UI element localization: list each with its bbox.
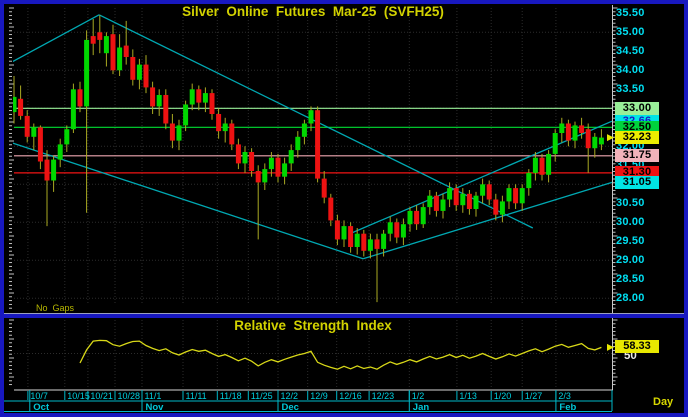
price-highlight-badge: 31.75 bbox=[615, 149, 659, 163]
date-tick-label: 12/23 bbox=[371, 391, 395, 401]
date-tick-label: 12/2 bbox=[280, 391, 299, 401]
date-tick-label: 11/1 bbox=[144, 391, 162, 401]
rsi-title: Relative Strength Index bbox=[234, 318, 392, 333]
date-tick-label: 2/3 bbox=[558, 391, 571, 401]
date-tick-label: 12/16 bbox=[339, 391, 362, 401]
date-tick-label: 11/11 bbox=[185, 391, 207, 401]
price-tick-label: 33.50 bbox=[616, 83, 645, 96]
date-tick-label: 1/13 bbox=[459, 391, 477, 401]
price-tick-label: 28.00 bbox=[616, 292, 645, 305]
month-label: Jan bbox=[412, 402, 430, 413]
month-label: Feb bbox=[559, 402, 577, 413]
price-tick-label: 29.00 bbox=[616, 254, 645, 267]
price-highlight-badge: 31.05 bbox=[615, 175, 659, 189]
price-highlight-badge: 32.50 bbox=[615, 120, 659, 134]
date-tick-label: 1/20 bbox=[493, 391, 512, 401]
price-highlight-badge: 33.00 bbox=[615, 101, 659, 115]
no-gaps-label: No Gaps bbox=[36, 303, 75, 313]
date-tick-label: 11/25 bbox=[250, 391, 273, 401]
price-tick-label: 30.50 bbox=[616, 197, 645, 210]
price-tick-label: 35.50 bbox=[616, 7, 645, 20]
date-tick-label: 1/2 bbox=[411, 391, 425, 401]
date-tick-label: 10/28 bbox=[117, 391, 141, 401]
date-tick-label: 12/9 bbox=[310, 391, 328, 401]
date-tick-label: 10/21 bbox=[90, 391, 113, 401]
month-label: Dec bbox=[281, 402, 299, 413]
price-tick-label: 30.00 bbox=[616, 216, 645, 229]
price-tick-label: 28.50 bbox=[616, 273, 645, 286]
price-tick-label: 29.50 bbox=[616, 235, 645, 248]
rsi-last-value-badge: 58.33 bbox=[615, 340, 659, 353]
date-tick-label: 11/18 bbox=[219, 391, 242, 401]
price-highlight-badge: 32.23 bbox=[615, 131, 659, 145]
rsi-mid-label: 50 bbox=[624, 350, 637, 362]
price-tick-label: 35.00 bbox=[616, 26, 645, 39]
date-tick-label: 10/15 bbox=[67, 391, 90, 401]
month-label: Nov bbox=[145, 402, 164, 413]
period-label: Day bbox=[653, 396, 674, 408]
chart-title: Silver Online Futures Mar-25 (SVFH25) bbox=[182, 4, 444, 19]
month-label: Oct bbox=[33, 402, 50, 413]
date-tick-label: 10/7 bbox=[30, 391, 48, 401]
price-tick-label: 34.50 bbox=[616, 45, 645, 58]
date-tick-label: 1/27 bbox=[524, 391, 543, 401]
price-tick-label: 34.00 bbox=[616, 64, 645, 77]
panel-divider[interactable] bbox=[0, 313, 688, 318]
